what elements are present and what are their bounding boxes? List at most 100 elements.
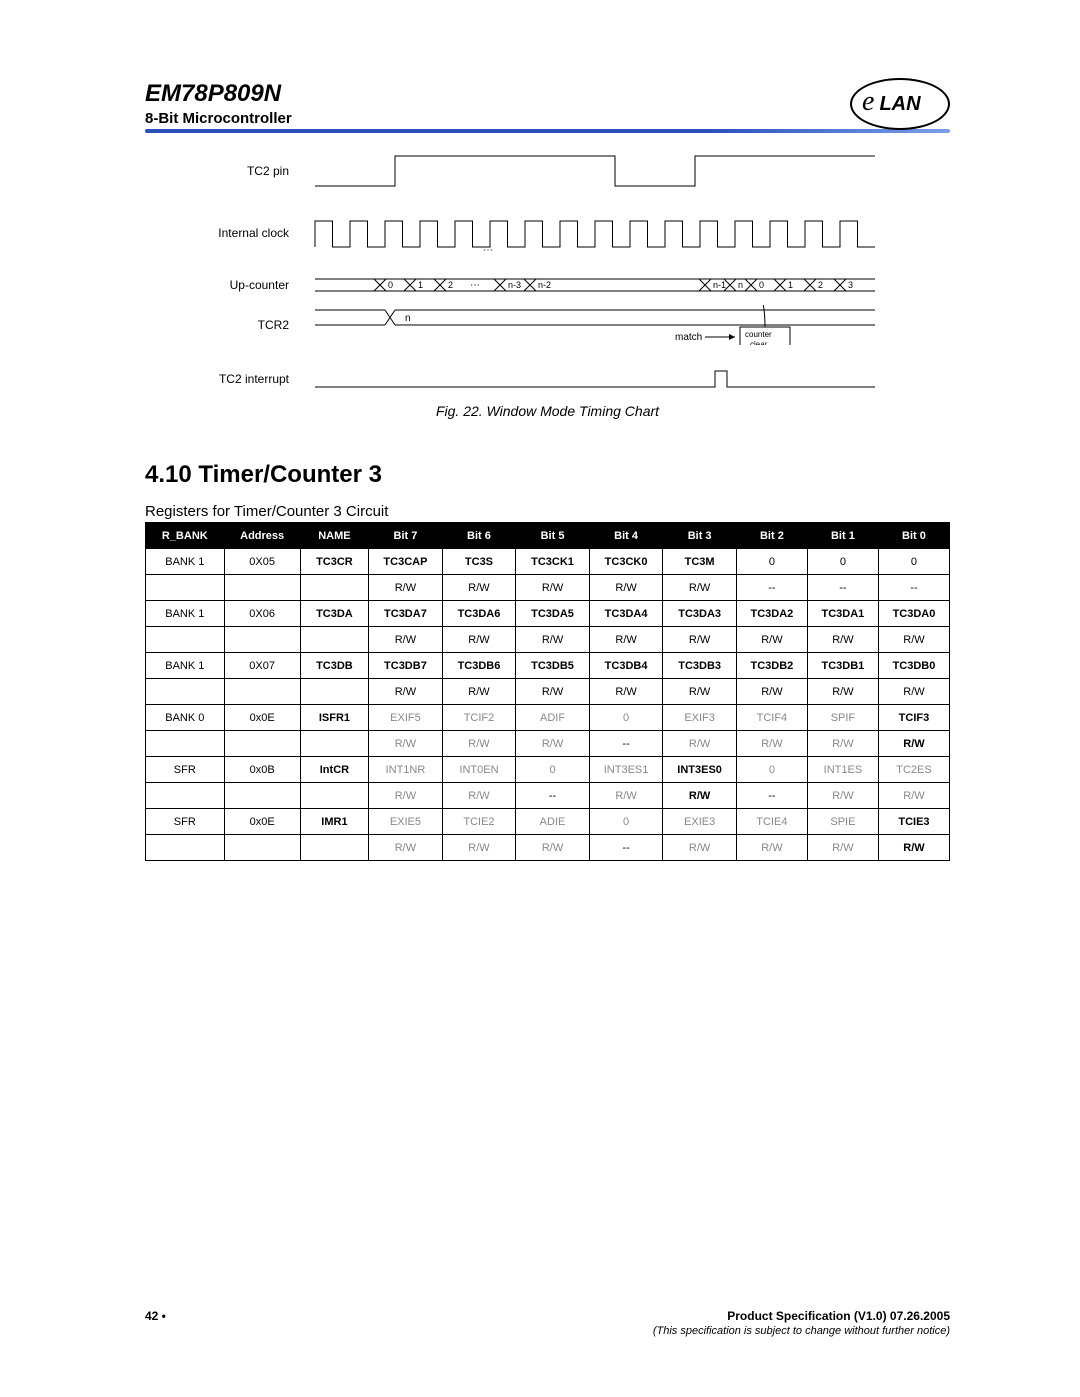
interrupt-wave xyxy=(305,367,885,391)
timing-diagram: TC2 pin Internal clock ⋯ Up-counter 012n… xyxy=(185,151,885,391)
table-cell: R/W xyxy=(442,783,516,809)
table-cell: BANK 1 xyxy=(146,653,225,679)
table-cell: R/W xyxy=(369,679,443,705)
table-header-cell: Bit 2 xyxy=(736,523,807,549)
timing-label: TC2 pin xyxy=(185,164,305,178)
table-cell: 0 xyxy=(878,549,949,575)
register-table: R_BANKAddressNAMEBit 7Bit 6Bit 5Bit 4Bit… xyxy=(145,522,950,861)
table-cell xyxy=(224,575,300,601)
table-cell: TCIF3 xyxy=(878,705,949,731)
table-cell: R/W xyxy=(369,783,443,809)
doc-header: EM78P809N 8-Bit Microcontroller xyxy=(145,80,950,133)
tc2pin-wave xyxy=(305,151,885,191)
counter-value: n-2 xyxy=(538,280,551,290)
table-row: SFR0x0BIntCRINT1NRINT0EN0INT3ES1INT3ES00… xyxy=(146,757,950,783)
table-cell: EXIF5 xyxy=(369,705,443,731)
svg-text:⋯: ⋯ xyxy=(483,245,493,253)
table-cell: R/W xyxy=(589,783,663,809)
table-cell: TC3CK0 xyxy=(589,549,663,575)
table-cell: R/W xyxy=(736,627,807,653)
table-cell: R/W xyxy=(663,627,737,653)
table-cell: IMR1 xyxy=(300,809,368,835)
counter-value: 2 xyxy=(448,280,453,290)
table-cell xyxy=(224,835,300,861)
logo-swash-icon: e xyxy=(862,86,874,118)
table-cell: R/W xyxy=(807,731,878,757)
table-cell: -- xyxy=(736,575,807,601)
table-cell xyxy=(300,783,368,809)
table-cell: SPIE xyxy=(807,809,878,835)
logo-text: LAN xyxy=(879,93,920,116)
match-label: match xyxy=(675,332,702,343)
table-cell: 0 xyxy=(736,757,807,783)
table-cell: SFR xyxy=(146,757,225,783)
table-cell: R/W xyxy=(442,627,516,653)
table-cell: TC2ES xyxy=(878,757,949,783)
table-cell: 0 xyxy=(807,549,878,575)
table-cell: -- xyxy=(589,835,663,861)
table-row: BANK 10X05TC3CRTC3CAPTC3STC3CK1TC3CK0TC3… xyxy=(146,549,950,575)
table-cell: 0X07 xyxy=(224,653,300,679)
doc-subtitle: 8-Bit Microcontroller xyxy=(145,110,950,127)
table-cell: TC3DA0 xyxy=(878,601,949,627)
table-cell: R/W xyxy=(442,575,516,601)
table-cell: R/W xyxy=(369,627,443,653)
timing-row-interrupt: TC2 interrupt xyxy=(185,367,885,391)
table-intro: Registers for Timer/Counter 3 Circuit xyxy=(145,503,950,520)
table-cell: TC3DA7 xyxy=(369,601,443,627)
table-cell: TC3DB7 xyxy=(369,653,443,679)
table-cell: 0 xyxy=(736,549,807,575)
table-cell: R/W xyxy=(807,627,878,653)
table-cell: SPIF xyxy=(807,705,878,731)
table-header-row: R_BANKAddressNAMEBit 7Bit 6Bit 5Bit 4Bit… xyxy=(146,523,950,549)
timing-label: Up-counter xyxy=(185,278,305,292)
table-header-cell: Bit 5 xyxy=(516,523,590,549)
table-cell xyxy=(300,627,368,653)
table-cell xyxy=(146,679,225,705)
table-cell xyxy=(224,731,300,757)
table-cell: R/W xyxy=(516,627,590,653)
table-cell: R/W xyxy=(663,835,737,861)
counter-value: 1 xyxy=(788,280,793,290)
table-cell: R/W xyxy=(878,731,949,757)
brand-logo: e LAN xyxy=(850,78,950,130)
table-cell: TC3DA6 xyxy=(442,601,516,627)
counter-value: 0 xyxy=(759,280,764,290)
table-cell xyxy=(146,627,225,653)
table-cell: TC3DB5 xyxy=(516,653,590,679)
table-cell: INT3ES0 xyxy=(663,757,737,783)
table-cell: TCIE2 xyxy=(442,809,516,835)
table-cell: R/W xyxy=(663,783,737,809)
table-row: R/WR/WR/W--R/WR/WR/WR/W xyxy=(146,835,950,861)
table-cell: R/W xyxy=(516,679,590,705)
counter-value: 3 xyxy=(848,280,853,290)
table-header-cell: Bit 0 xyxy=(878,523,949,549)
page-footer: 42 • Product Specification (V1.0) 07.26.… xyxy=(145,1309,950,1337)
table-cell xyxy=(224,679,300,705)
table-cell: R/W xyxy=(516,835,590,861)
table-cell: R/W xyxy=(442,835,516,861)
table-cell: TCIE3 xyxy=(878,809,949,835)
counter-value: n-1 xyxy=(713,280,726,290)
page-number: 42 • xyxy=(145,1309,166,1323)
table-cell: TC3CR xyxy=(300,549,368,575)
svg-text:⋯: ⋯ xyxy=(470,280,480,291)
table-cell: R/W xyxy=(369,575,443,601)
counter-clear-2: clear xyxy=(750,340,768,345)
table-cell: 0x0E xyxy=(224,705,300,731)
table-cell: INT3ES1 xyxy=(589,757,663,783)
table-cell: TC3DB4 xyxy=(589,653,663,679)
table-cell xyxy=(146,835,225,861)
table-cell: ISFR1 xyxy=(300,705,368,731)
table-row: R/WR/WR/W--R/WR/WR/WR/W xyxy=(146,731,950,757)
table-cell: TC3DA1 xyxy=(807,601,878,627)
table-cell xyxy=(224,783,300,809)
table-row: BANK 10X07TC3DBTC3DB7TC3DB6TC3DB5TC3DB4T… xyxy=(146,653,950,679)
table-cell: R/W xyxy=(736,679,807,705)
table-cell: R/W xyxy=(589,575,663,601)
timing-row-tc2pin: TC2 pin xyxy=(185,151,885,191)
doc-title: EM78P809N xyxy=(145,80,950,108)
counter-value: n xyxy=(738,280,743,290)
table-cell xyxy=(224,627,300,653)
table-cell: R/W xyxy=(516,575,590,601)
